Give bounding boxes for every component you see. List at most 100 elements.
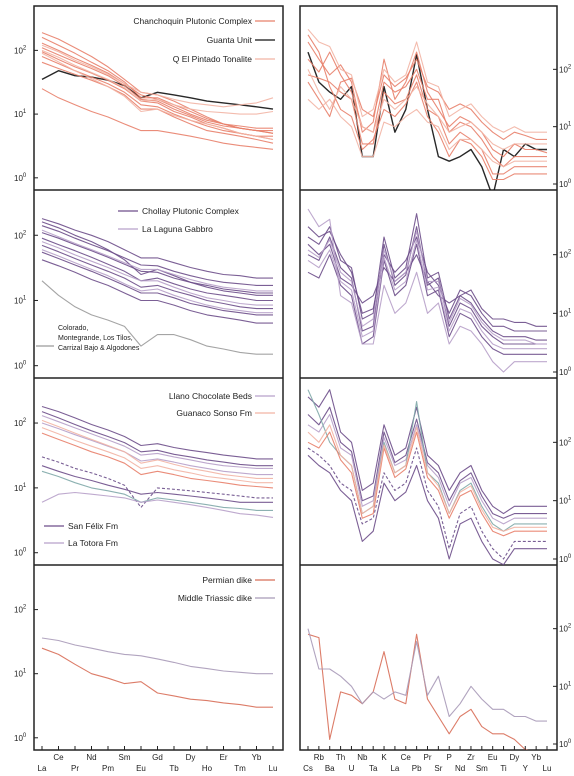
y-tick-label: 102 bbox=[559, 437, 572, 447]
series-line bbox=[41, 647, 273, 708]
x-tick-label: Nd bbox=[455, 764, 465, 773]
series-line bbox=[307, 243, 547, 355]
series-line bbox=[307, 424, 547, 532]
y-tick-label: 102 bbox=[14, 605, 27, 615]
panel-6-series bbox=[307, 389, 547, 565]
panel-7-series bbox=[41, 637, 273, 708]
series-line bbox=[41, 49, 274, 115]
x-tick-label: K bbox=[381, 753, 387, 762]
series-line bbox=[307, 74, 547, 175]
x-tick-label: Lu bbox=[543, 764, 552, 773]
series-line bbox=[41, 432, 274, 489]
series-line bbox=[41, 456, 273, 508]
x-tick-label: Y bbox=[523, 764, 529, 773]
y-tick-label: 100 bbox=[559, 179, 572, 189]
series-line bbox=[41, 32, 274, 134]
series-line bbox=[307, 41, 548, 158]
series-line bbox=[41, 637, 273, 675]
x-tick-label: Ce bbox=[401, 753, 412, 762]
x-tick-label: Tm bbox=[234, 764, 246, 773]
y-tick-label: 101 bbox=[559, 496, 572, 506]
x-tick-label: Rb bbox=[314, 753, 325, 762]
legend-guanta: Guanta Unit bbox=[207, 35, 253, 45]
panel-1-series bbox=[41, 32, 274, 150]
series-line bbox=[41, 47, 274, 134]
y-tick-label: 100 bbox=[559, 739, 572, 749]
x-tick-label: Gd bbox=[152, 753, 163, 762]
x-tick-label: Ho bbox=[202, 764, 213, 773]
series-line bbox=[307, 406, 547, 519]
y-tick-label: 101 bbox=[14, 109, 27, 119]
legend-triassic: Middle Triassic dike bbox=[178, 593, 252, 603]
series-line bbox=[307, 431, 547, 537]
y-tick-label: 101 bbox=[14, 669, 27, 679]
panel-8-series bbox=[307, 628, 547, 750]
x-tick-label: Yb bbox=[531, 753, 541, 762]
legend-colorado-line2: Montegrande, Los Tilos, bbox=[58, 335, 133, 342]
series-line bbox=[41, 427, 273, 484]
y-tick-label: 101 bbox=[559, 681, 572, 691]
y-tick-label: 100 bbox=[14, 733, 27, 743]
series-line bbox=[307, 208, 547, 373]
y-tick-label: 102 bbox=[559, 64, 572, 74]
series-line bbox=[41, 232, 273, 294]
series-line bbox=[41, 249, 273, 314]
series-line bbox=[307, 633, 529, 750]
x-tick-label: Pr bbox=[424, 753, 432, 762]
series-line bbox=[41, 244, 273, 310]
legend-permian: Permian dike bbox=[202, 575, 252, 585]
series-line bbox=[41, 218, 273, 279]
x-tick-label: Pm bbox=[102, 764, 114, 773]
panel-4-series bbox=[307, 208, 547, 373]
x-tick-label: Tb bbox=[169, 764, 179, 773]
series-line bbox=[307, 413, 547, 525]
x-tick-label: Th bbox=[336, 753, 345, 762]
legend-chanchoquin: Chanchoquin Plutonic Complex bbox=[133, 16, 252, 26]
series-line bbox=[41, 51, 273, 137]
y-tick-label: 102 bbox=[14, 45, 27, 55]
x-tick-label: La bbox=[390, 764, 399, 773]
y-tick-label: 100 bbox=[14, 548, 27, 558]
legend-llano: Llano Chocolate Beds bbox=[169, 391, 252, 401]
series-line bbox=[307, 454, 547, 565]
y-tick-label: 101 bbox=[14, 483, 27, 493]
x-tick-label: Cs bbox=[303, 764, 313, 773]
series-line bbox=[41, 237, 273, 302]
y-tick-label: 102 bbox=[14, 230, 27, 240]
legend-colorado-line3: Carrizal Bajo & Algodones bbox=[58, 345, 140, 352]
legend-pintado: Q El Pintado Tonalite bbox=[173, 54, 252, 64]
series-line bbox=[41, 491, 274, 518]
series-line bbox=[307, 51, 547, 168]
series-line bbox=[41, 405, 273, 460]
x-tick-label: Ce bbox=[53, 753, 64, 762]
x-tick-label: Nd bbox=[86, 753, 96, 762]
y-tick-label: 100 bbox=[14, 173, 27, 183]
panel-2-series bbox=[307, 28, 548, 190]
series-line bbox=[307, 239, 547, 350]
series-line bbox=[41, 225, 273, 286]
legend-laguna: La Laguna Gabbro bbox=[142, 224, 213, 234]
series-line bbox=[307, 28, 547, 133]
series-line bbox=[41, 259, 273, 324]
y-tick-label: 102 bbox=[14, 418, 27, 428]
y-tick-label: 100 bbox=[559, 367, 572, 377]
series-line bbox=[41, 465, 273, 503]
series-line bbox=[307, 447, 547, 560]
series-line bbox=[41, 415, 273, 469]
series-line bbox=[41, 36, 273, 132]
series-line bbox=[307, 389, 547, 515]
y-tick-label: 101 bbox=[559, 122, 572, 132]
y-tick-label: 100 bbox=[559, 554, 572, 564]
series-line bbox=[307, 69, 547, 151]
series-line bbox=[307, 98, 547, 168]
x-tick-label: Ba bbox=[325, 764, 335, 773]
x-tick-label: Ti bbox=[500, 764, 507, 773]
x-tick-label: Sm bbox=[119, 753, 131, 762]
series-line bbox=[41, 411, 273, 467]
series-line bbox=[41, 280, 273, 355]
series-line bbox=[41, 229, 273, 292]
series-line bbox=[41, 88, 274, 150]
y-tick-label: 101 bbox=[14, 295, 27, 305]
legend-chollay: Chollay Plutonic Complex bbox=[142, 206, 240, 216]
